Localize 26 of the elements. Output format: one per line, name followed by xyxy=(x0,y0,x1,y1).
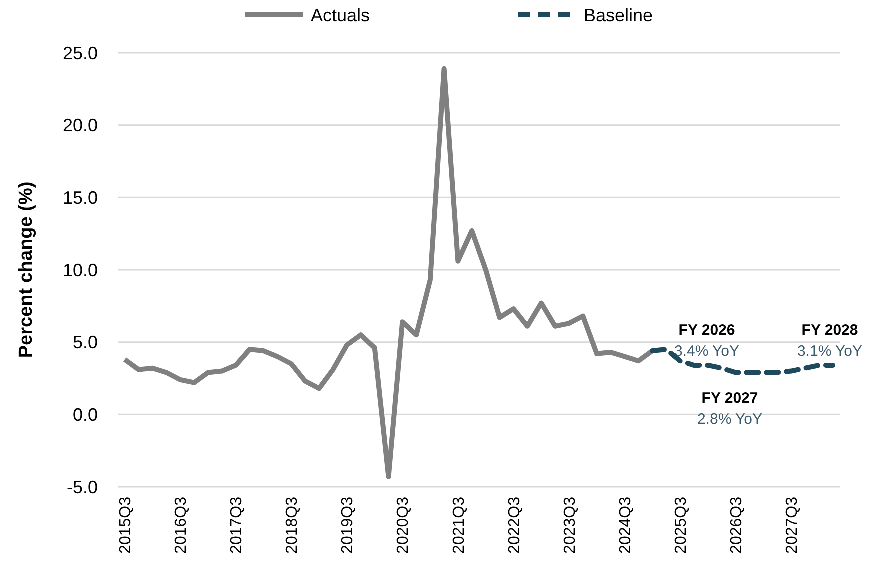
y-tick-label: 15.0 xyxy=(62,188,98,208)
y-tick-label: -5.0 xyxy=(66,477,98,498)
legend-label: Baseline xyxy=(584,5,654,26)
y-tick-label: 0.0 xyxy=(72,404,98,425)
x-tick-label: 2015Q3 xyxy=(118,496,135,554)
y-tick-label: 20.0 xyxy=(62,116,98,136)
x-tick-label: 2016Q3 xyxy=(173,496,190,554)
x-tick-label: 2025Q3 xyxy=(672,496,690,554)
x-tick-label: 2020Q3 xyxy=(395,496,412,554)
x-tick-label: 2022Q3 xyxy=(506,496,524,554)
y-tick-label: 10.0 xyxy=(62,260,98,280)
x-tick-label: 2018Q3 xyxy=(284,496,302,554)
x-tick-label: 2024Q3 xyxy=(617,496,634,554)
x-tick-label: 2023Q3 xyxy=(562,496,579,554)
y-axis-title: Percent change (%) xyxy=(16,182,37,358)
y-tick-label: 5.0 xyxy=(72,332,98,353)
x-tick-label: 2017Q3 xyxy=(228,496,246,554)
annotation: FY 2026 3.4% YoY xyxy=(674,322,740,360)
annotation: FY 2027 2.8% YoY xyxy=(697,390,763,428)
annotation: FY 2028 3.1% YoY xyxy=(797,322,863,360)
x-tick-label: 2021Q3 xyxy=(450,496,468,554)
x-tick-label: 2026Q3 xyxy=(728,496,746,554)
legend-label: Actuals xyxy=(311,5,370,26)
x-tick-label: 2019Q3 xyxy=(340,496,357,554)
y-tick-label: 25.0 xyxy=(62,43,98,64)
x-tick-label: 2027Q3 xyxy=(784,496,802,554)
